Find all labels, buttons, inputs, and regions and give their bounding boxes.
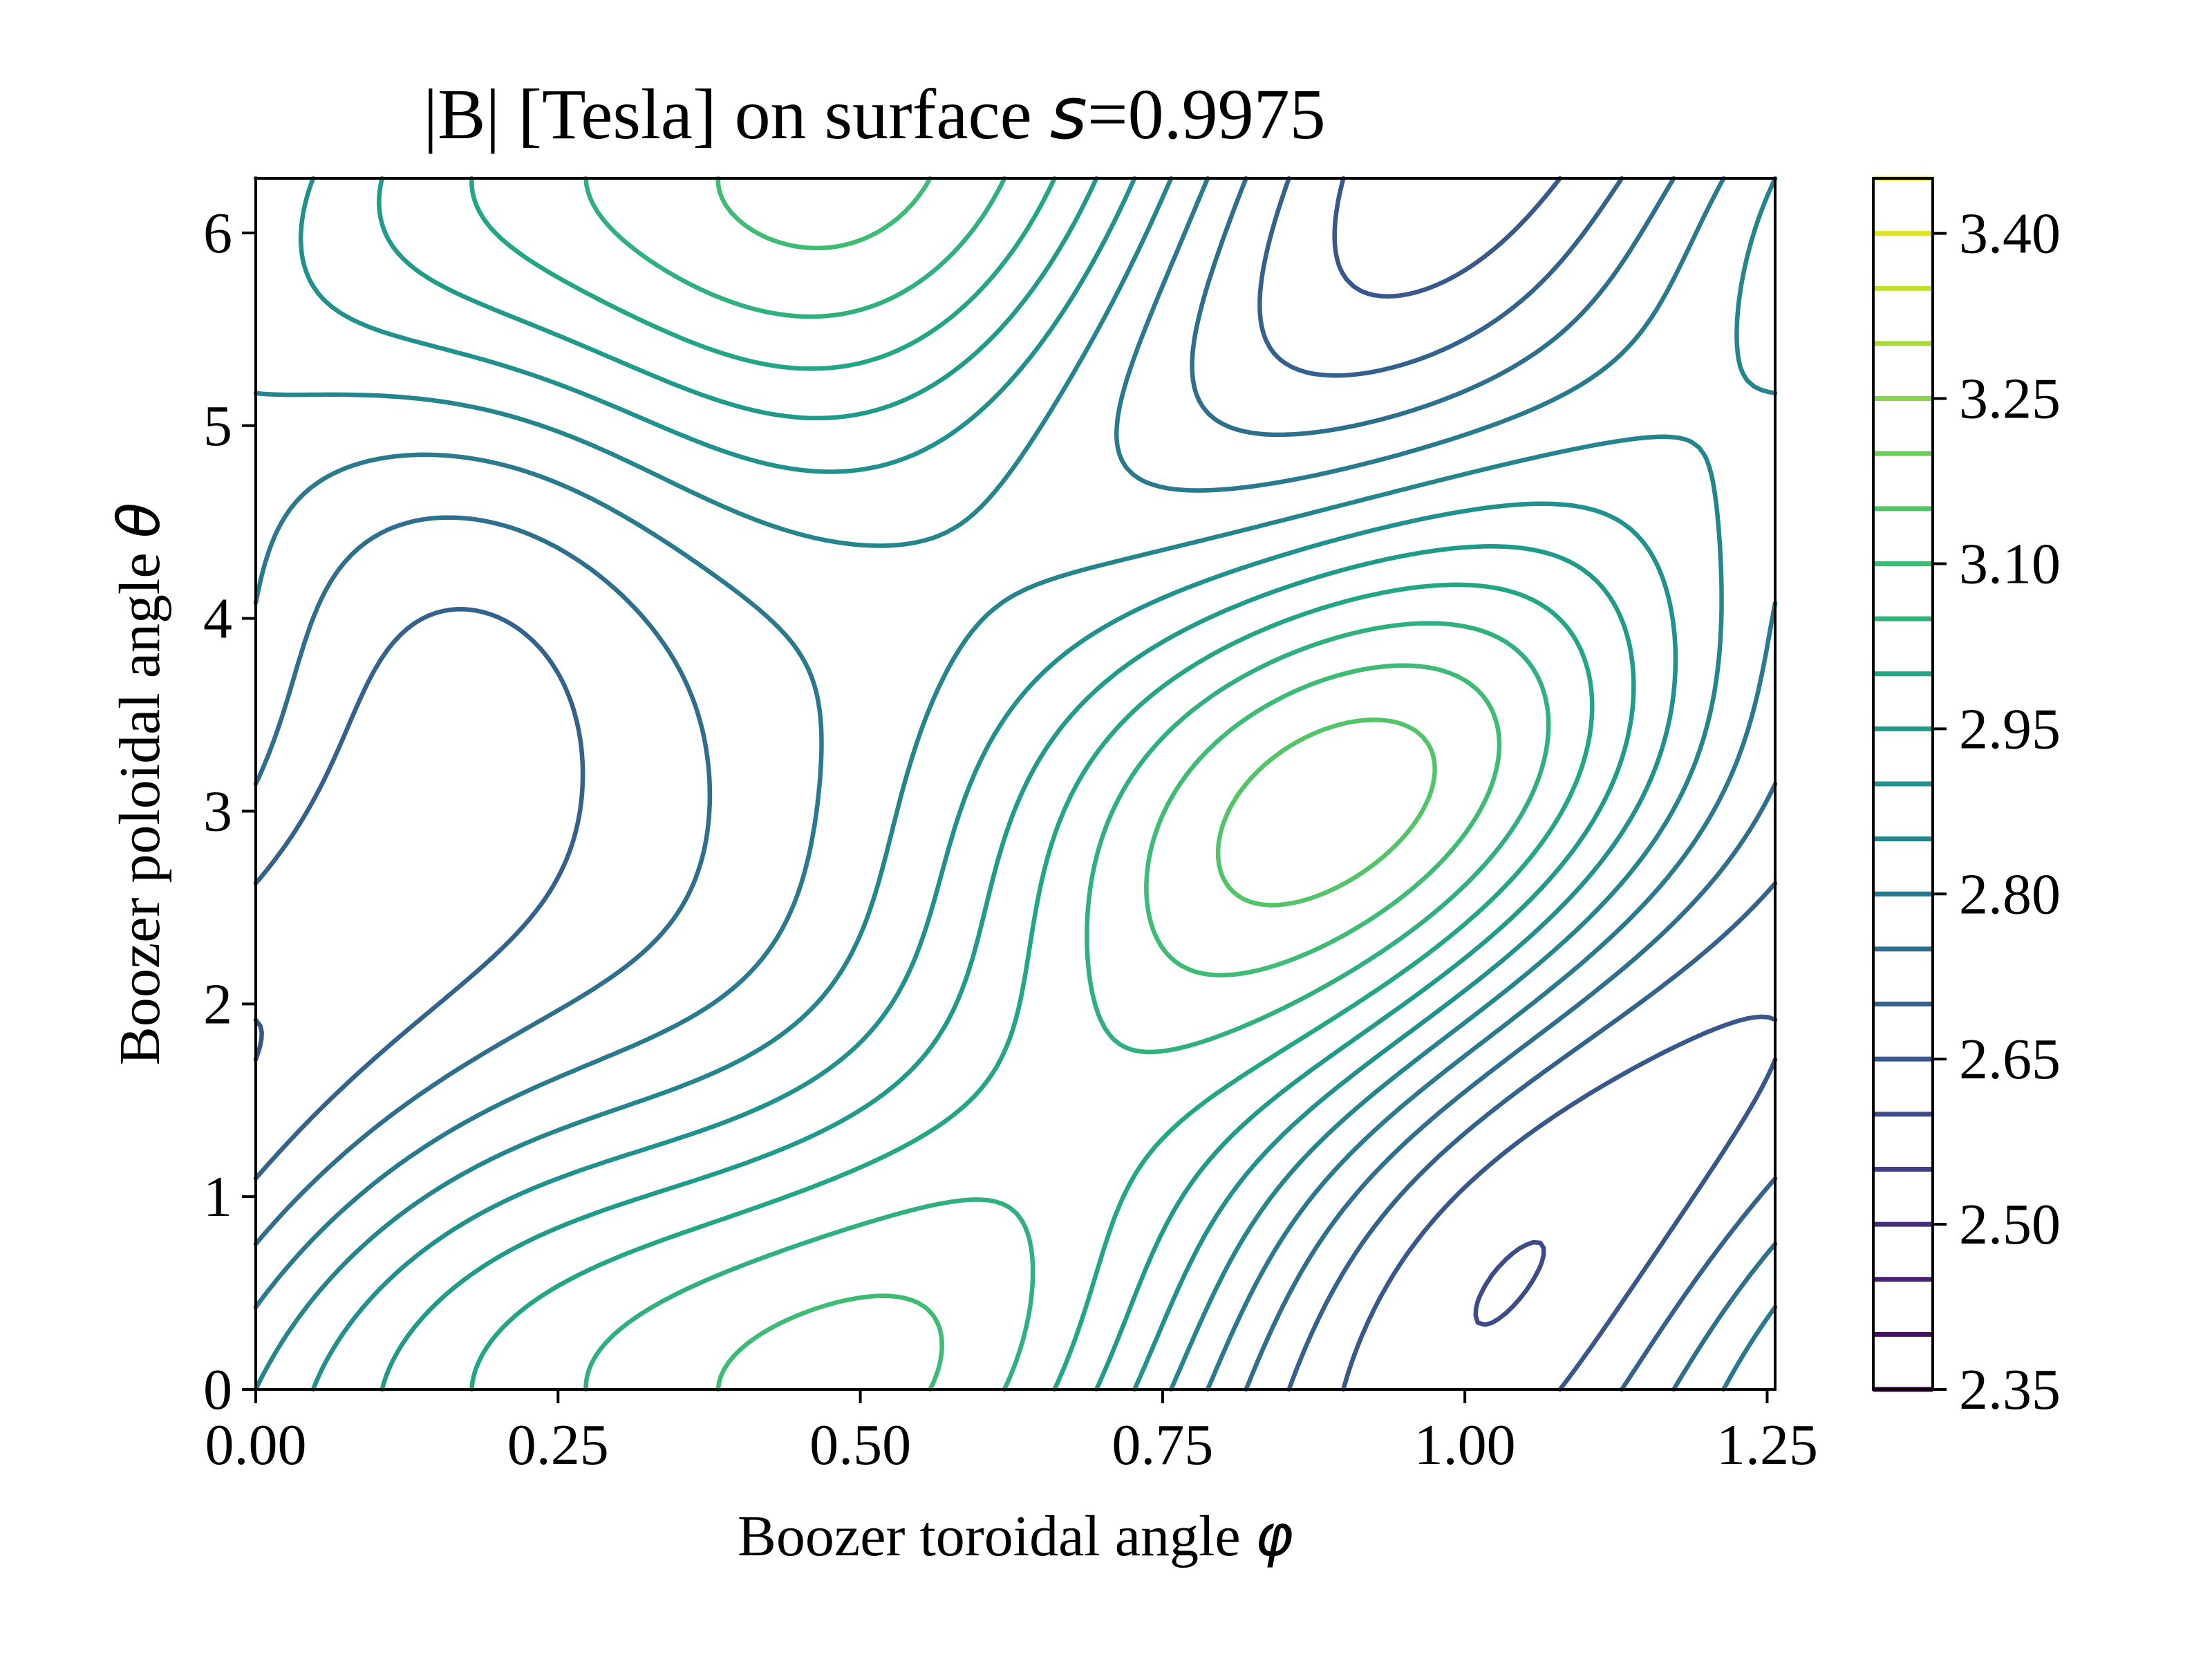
- contour-line: [253, 176, 1778, 1392]
- x-tick-label: 0.75: [1112, 1413, 1213, 1477]
- colorbar-frame: [1872, 177, 1934, 1391]
- contour-line: [715, 176, 1502, 1392]
- colorbar-level-lines: [1873, 176, 1933, 1392]
- colorbar-tick-label: 2.80: [1959, 862, 2061, 926]
- x-tick-label: 1.00: [1414, 1413, 1516, 1477]
- y-axis-label: Boozer poloidal angle θ: [105, 503, 173, 1065]
- x-axis-ticks: 0.00 0.25 0.50 0.75 1.00 1.25: [205, 1389, 1818, 1477]
- colorbar-ticks: 2.35 2.50 2.65 2.80 2.95 3.10 3.25 3.40: [1933, 202, 2061, 1422]
- contour-line: [253, 176, 1778, 1392]
- x-axis-label: Boozer toroidal angle φ: [738, 1501, 1293, 1569]
- x-tick-label: 0.00: [205, 1413, 307, 1477]
- x-tick-label: 0.50: [809, 1413, 911, 1477]
- colorbar-tick-label: 2.50: [1959, 1192, 2061, 1257]
- contour-line: [583, 176, 1551, 1392]
- y-tick-label: 1: [203, 1165, 232, 1229]
- contour-line: [1215, 718, 1437, 908]
- colorbar-tick-label: 3.25: [1959, 367, 2061, 431]
- contour-line: [1473, 1239, 1546, 1327]
- contour-line: [253, 176, 1778, 1392]
- contour-lines: [253, 176, 1778, 1392]
- contour-line: [298, 176, 1678, 1392]
- y-tick-label: 3: [203, 779, 232, 843]
- x-tick-label: 1.25: [1716, 1413, 1818, 1477]
- colorbar-tick-label: 2.35: [1959, 1358, 2061, 1422]
- plot-area: [253, 176, 1778, 1392]
- y-tick-label: 6: [203, 201, 232, 265]
- colorbar-tick-label: 3.40: [1959, 202, 2061, 266]
- contour-line: [253, 176, 1778, 1392]
- contour-line: [377, 176, 1636, 1392]
- y-tick-label: 4: [203, 587, 232, 651]
- colorbar-tick-label: 2.65: [1959, 1027, 2061, 1091]
- x-tick-label: 0.25: [507, 1413, 609, 1477]
- y-tick-label: 2: [203, 972, 232, 1036]
- chart-title: |B| [Tesla] on surface s=0.9975: [423, 71, 1325, 156]
- y-tick-label: 0: [203, 1358, 232, 1422]
- colorbar-tick-label: 3.10: [1959, 532, 2061, 596]
- plot-frame: [254, 177, 1777, 1391]
- colorbar: 2.35 2.50 2.65 2.80 2.95 3.10 3.25 3.40: [1872, 176, 2061, 1422]
- contour-line: [469, 176, 1595, 1392]
- y-axis-ticks: 0 1 2 3 4 5 6: [203, 201, 256, 1422]
- colorbar-tick-label: 2.95: [1959, 697, 2061, 761]
- y-tick-label: 5: [203, 394, 232, 458]
